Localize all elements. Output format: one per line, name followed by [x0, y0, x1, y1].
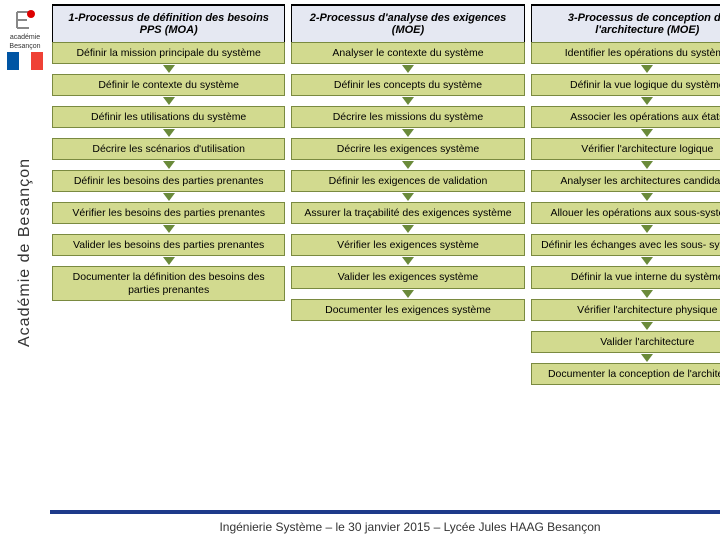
arrow-down-icon	[402, 193, 414, 201]
process-column-3: 3-Processus de conception de l'architect…	[531, 4, 720, 508]
process-step: Vérifier les besoins des parties prenant…	[52, 202, 285, 224]
arrow-down-icon	[402, 161, 414, 169]
process-step: Valider l'architecture	[531, 331, 720, 353]
arrow-down-icon	[163, 129, 175, 137]
arrow-down-icon	[402, 65, 414, 73]
process-step: Documenter la conception de l'architectu…	[531, 363, 720, 385]
column-header: 3-Processus de conception de l'architect…	[531, 4, 720, 42]
arrow-down-icon	[402, 225, 414, 233]
arrow-down-icon	[163, 161, 175, 169]
left-rail: académie Besançon Académie de Besançon	[0, 0, 50, 540]
arrow-down-icon	[163, 225, 175, 233]
process-step: Définir les utilisations du système	[52, 106, 285, 128]
content-area: 1-Processus de définition des besoins PP…	[50, 0, 720, 540]
columns-container: 1-Processus de définition des besoins PP…	[50, 0, 720, 510]
arrow-down-icon	[641, 161, 653, 169]
process-step: Décrire les exigences système	[291, 138, 524, 160]
process-step: Associer les opérations aux états	[531, 106, 720, 128]
arrow-down-icon	[402, 97, 414, 105]
arrow-down-icon	[163, 193, 175, 201]
arrow-down-icon	[402, 257, 414, 265]
process-column-2: 2-Processus d'analyse des exigences (MOE…	[291, 4, 524, 508]
process-step: Définir les besoins des parties prenante…	[52, 170, 285, 192]
arrow-down-icon	[402, 290, 414, 298]
logo-area: académie Besançon	[0, 8, 50, 98]
arrow-down-icon	[641, 257, 653, 265]
process-step: Définir le contexte du système	[52, 74, 285, 96]
arrow-down-icon	[641, 129, 653, 137]
process-step: Identifier les opérations du système	[531, 42, 720, 64]
arrow-down-icon	[641, 354, 653, 362]
process-step: Valider les exigences système	[291, 266, 524, 288]
logo-line1: académie	[10, 34, 40, 41]
process-step: Vérifier l'architecture physique	[531, 299, 720, 321]
arrow-down-icon	[163, 65, 175, 73]
page: académie Besançon Académie de Besançon 1…	[0, 0, 720, 540]
process-step: Définir la mission principale du système	[52, 42, 285, 64]
column-header: 2-Processus d'analyse des exigences (MOE…	[291, 4, 524, 42]
process-step: Analyser les architectures candidates	[531, 170, 720, 192]
process-step: Assurer la traçabilité des exigences sys…	[291, 202, 524, 224]
process-step: Définir les échanges avec les sous- syst…	[531, 234, 720, 256]
arrow-down-icon	[641, 322, 653, 330]
process-step: Vérifier l'architecture logique	[531, 138, 720, 160]
ministry-logo-icon	[7, 52, 43, 80]
process-step: Vérifier les exigences système	[291, 234, 524, 256]
process-step: Valider les besoins des parties prenante…	[52, 234, 285, 256]
academie-logo-icon	[13, 8, 37, 32]
process-step: Documenter la définition des besoins des…	[52, 266, 285, 300]
process-step: Allouer les opérations aux sous-systèmes	[531, 202, 720, 224]
process-step: Décrire les scénarios d'utilisation	[52, 138, 285, 160]
vertical-label: Académie de Besançon	[16, 158, 34, 347]
process-step: Analyser le contexte du système	[291, 42, 524, 64]
arrow-down-icon	[402, 129, 414, 137]
arrow-down-icon	[163, 257, 175, 265]
arrow-down-icon	[641, 97, 653, 105]
arrow-down-icon	[641, 225, 653, 233]
column-header: 1-Processus de définition des besoins PP…	[52, 4, 285, 42]
arrow-down-icon	[641, 65, 653, 73]
process-column-1: 1-Processus de définition des besoins PP…	[52, 4, 285, 508]
process-step: Documenter les exigences système	[291, 299, 524, 321]
arrow-down-icon	[641, 290, 653, 298]
process-step: Définir les exigences de validation	[291, 170, 524, 192]
process-step: Définir les concepts du système	[291, 74, 524, 96]
process-step: Définir la vue interne du système	[531, 266, 720, 288]
arrow-down-icon	[163, 97, 175, 105]
logo-line2: Besançon	[9, 43, 40, 50]
process-step: Décrire les missions du système	[291, 106, 524, 128]
footer-text: Ingénierie Système – le 30 janvier 2015 …	[50, 510, 720, 540]
arrow-down-icon	[641, 193, 653, 201]
process-step: Définir la vue logique du système	[531, 74, 720, 96]
